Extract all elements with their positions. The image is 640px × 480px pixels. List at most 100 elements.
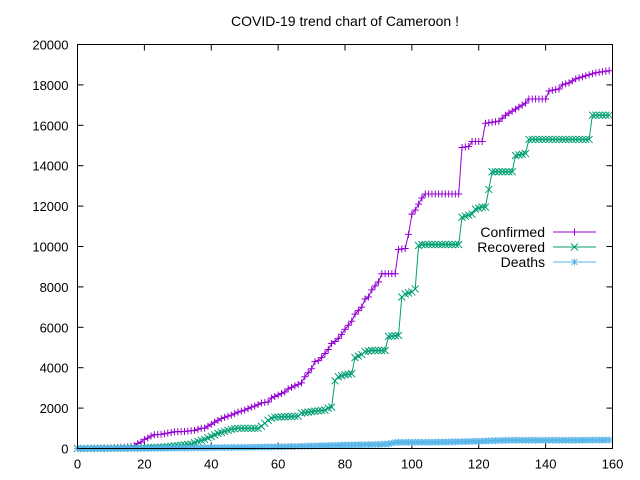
data-point: [318, 354, 326, 362]
data-point: [598, 111, 607, 120]
data-point: [298, 379, 306, 387]
data-point: [431, 240, 440, 249]
data-point: [481, 203, 490, 211]
series-recovered: [73, 111, 614, 453]
data-point: [334, 334, 342, 342]
data-point: [194, 425, 202, 433]
data-point: [585, 135, 593, 144]
data-point: [294, 380, 302, 388]
legend-marker-recovered: [570, 243, 579, 251]
chart-title: COVID-19 trend chart of Cameroon !: [231, 13, 459, 29]
data-point: [408, 210, 416, 218]
data-point: [274, 391, 282, 399]
data-point: [521, 149, 530, 158]
data-point: [290, 412, 299, 421]
y-tick-label: 6000: [40, 320, 69, 335]
data-point: [575, 74, 583, 82]
data-point: [558, 81, 566, 89]
y-tick-label: 16000: [32, 118, 68, 133]
x-tick-label: 0: [74, 457, 81, 472]
data-point: [602, 67, 610, 75]
data-point: [371, 346, 379, 355]
data-point: [214, 416, 222, 424]
data-point: [157, 430, 165, 438]
legend-label-deaths: Deaths: [501, 254, 545, 270]
data-point: [381, 346, 389, 355]
data-point: [585, 71, 593, 79]
data-point: [438, 240, 446, 249]
x-tick-label: 160: [602, 457, 624, 472]
data-point: [415, 200, 423, 208]
data-point: [485, 119, 493, 127]
data-point: [237, 424, 246, 433]
data-point: [247, 403, 255, 411]
data-point: [421, 240, 430, 249]
data-point: [541, 135, 550, 144]
data-point: [257, 399, 265, 407]
data-point: [250, 424, 259, 433]
data-point: [398, 245, 406, 253]
data-point: [548, 86, 556, 94]
data-point: [221, 413, 229, 421]
data-point: [244, 424, 252, 433]
data-point: [327, 403, 336, 411]
series-confirmed: [74, 67, 613, 452]
data-point: [147, 432, 155, 440]
data-point: [545, 87, 553, 95]
data-point: [508, 167, 517, 176]
data-point: [377, 346, 386, 355]
data-point: [311, 407, 319, 415]
data-point: [201, 424, 209, 432]
x-tick-label: 140: [535, 457, 557, 472]
data-point: [605, 436, 613, 444]
plot-frame: [77, 44, 613, 449]
data-point: [284, 385, 292, 393]
data-point: [405, 230, 413, 238]
data-point: [284, 412, 293, 421]
data-point: [291, 382, 299, 390]
data-point: [140, 435, 148, 443]
data-point: [595, 68, 603, 76]
data-point: [428, 240, 436, 249]
data-point: [581, 135, 590, 144]
y-tick-label: 2000: [40, 401, 69, 416]
data-point: [491, 167, 500, 176]
data-point: [164, 429, 172, 437]
data-point: [301, 408, 309, 417]
data-point: [364, 293, 372, 301]
data-point: [307, 407, 316, 416]
data-point: [364, 347, 373, 355]
data-point: [535, 135, 543, 144]
data-point: [338, 330, 346, 338]
data-point: [387, 332, 396, 340]
data-point: [348, 317, 356, 325]
data-point: [274, 413, 282, 421]
data-point: [418, 194, 426, 202]
data-point: [288, 383, 295, 391]
data-point: [347, 369, 356, 378]
data-point: [424, 240, 433, 249]
data-point: [331, 337, 339, 345]
data-point: [531, 135, 540, 144]
data-point: [237, 407, 245, 415]
data-point: [374, 346, 383, 355]
data-point: [578, 73, 586, 81]
data-point: [411, 206, 419, 214]
x-tick-label: 20: [137, 457, 151, 472]
data-point: [227, 411, 235, 419]
data-point: [308, 365, 316, 373]
data-point: [588, 70, 596, 78]
data-point: [478, 203, 486, 211]
data-point: [545, 135, 553, 144]
data-point: [588, 111, 597, 120]
data-point: [244, 405, 252, 413]
data-point: [240, 424, 249, 433]
data-point: [592, 69, 600, 77]
data-point: [281, 388, 289, 396]
data-point: [384, 440, 392, 448]
data-point: [277, 389, 285, 397]
data-point: [568, 135, 577, 144]
legend-marker-deaths: [571, 258, 578, 266]
data-point: [548, 135, 557, 144]
